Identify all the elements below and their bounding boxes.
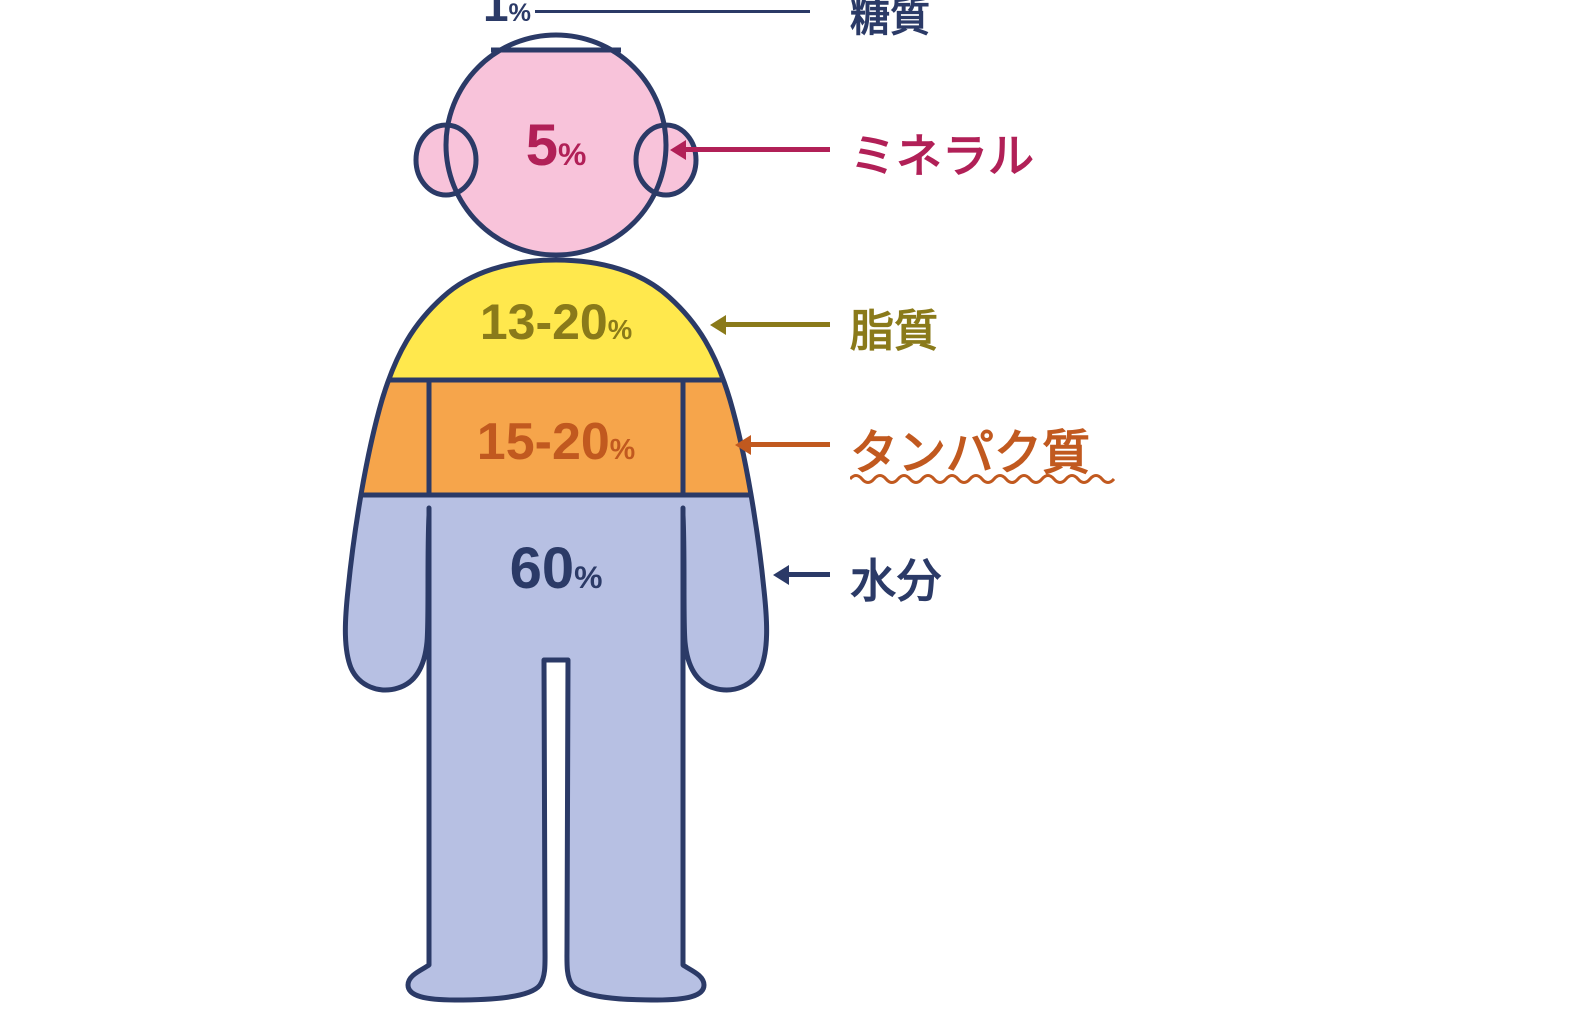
pct-protein: 15-20% [477,412,635,472]
label-mineral: ミネラル [850,120,1034,186]
pct-sugar: 1% [483,0,531,32]
pct-value-protein: 15-20 [477,413,610,471]
arrowhead-mineral [670,140,686,160]
human-figure [0,0,1574,1014]
pct-mineral: 5% [526,112,587,179]
pct-value-fat: 13-20 [480,294,608,350]
arrowhead-fat [710,315,726,335]
connector-water [783,572,830,577]
arrowhead-water [773,565,789,585]
pct-fat: 13-20% [480,293,632,351]
pct-unit-fat: % [608,314,632,345]
pct-unit-sugar: % [509,0,532,27]
body-composition-diagram: 1%糖質5%ミネラル13-20%脂質15-20%タンパク質60%水分 [0,0,1574,1014]
connector-sugar [535,10,810,13]
pct-unit-water: % [574,559,602,595]
pct-unit-mineral: % [558,136,586,172]
label-water: 水分 [850,545,942,611]
wave-underline-protein [850,472,1115,486]
label-fat: 脂質 [850,295,938,359]
pct-water: 60% [510,535,603,602]
band-sugar-head [300,0,820,50]
pct-value-sugar: 1 [483,0,509,31]
arrowhead-protein [735,435,751,455]
connector-protein [745,442,830,447]
pct-value-water: 60 [510,536,575,601]
label-sugar: 糖質 [850,0,930,43]
body-fill [280,255,840,1014]
pct-unit-protein: % [610,434,635,466]
connector-mineral [680,147,830,152]
connector-fat [720,322,830,327]
pct-value-mineral: 5 [526,113,558,178]
